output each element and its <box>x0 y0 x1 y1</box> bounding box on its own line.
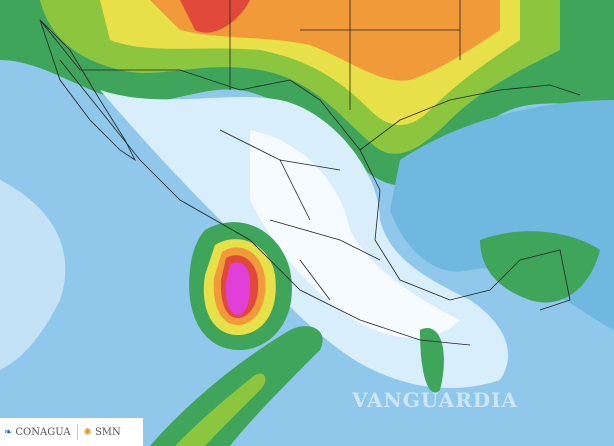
yucatan-green <box>480 231 600 303</box>
logo-separator <box>76 424 78 440</box>
conagua-logo: CONAGUA <box>15 426 71 438</box>
mexico-state-lines <box>219 129 381 301</box>
borders <box>39 0 581 346</box>
logo-bar: ❧ CONAGUA ✺ SMN <box>0 418 143 446</box>
us-state-lines <box>229 0 461 110</box>
us-red <box>180 0 250 33</box>
mexico-white-area <box>250 130 460 339</box>
mexico-coastline-gulf <box>374 189 571 311</box>
conagua-logo-icon: ❧ <box>4 426 13 438</box>
central-america-green <box>420 328 444 393</box>
us-gulf-coast <box>359 84 581 151</box>
us-mexico-border <box>39 19 381 191</box>
watermark: VANGUARDIA <box>352 388 519 412</box>
baja-california <box>39 19 137 162</box>
mexico-coastline-pacific <box>59 59 471 346</box>
smn-logo: SMN <box>94 426 121 438</box>
us-orange <box>150 0 500 81</box>
storm-magenta <box>225 262 251 315</box>
pacific-green-band <box>150 326 323 446</box>
pacific-light-area <box>0 180 66 370</box>
pacific-lightgreen <box>175 373 266 446</box>
smn-logo-icon: ✺ <box>83 426 92 438</box>
